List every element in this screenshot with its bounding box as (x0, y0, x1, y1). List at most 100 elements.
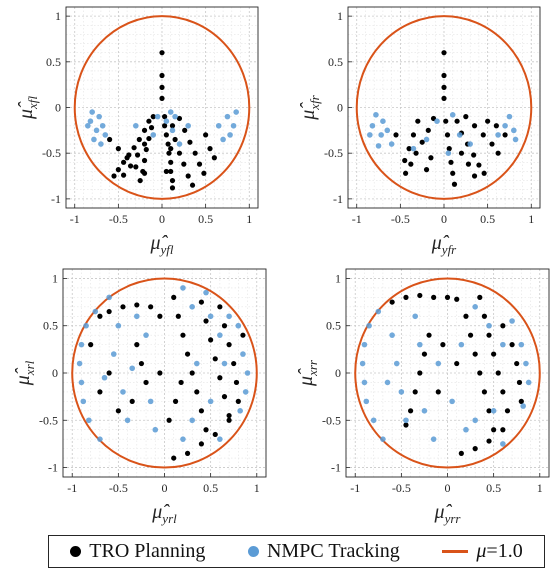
tro-point (212, 431, 218, 438)
tro-point (159, 72, 165, 79)
tro-point (419, 139, 425, 145)
tro-point (441, 72, 447, 79)
tro-point (172, 136, 178, 143)
nmpc-point (445, 150, 452, 156)
tro-point (203, 132, 209, 138)
tro-point (143, 379, 149, 386)
nmpc-point (393, 360, 400, 367)
y-tick-label: 1 (335, 271, 341, 285)
tro-point (162, 123, 168, 129)
legend-marker-tro (70, 546, 82, 557)
x-tick-label: -1 (352, 212, 362, 226)
nmpc-point (129, 365, 136, 372)
tro-point (172, 398, 179, 404)
nmpc-point (134, 313, 140, 320)
tro-point (428, 155, 434, 161)
tro-point (196, 161, 203, 167)
tro-point (410, 132, 417, 138)
tro-point (106, 370, 112, 376)
nmpc-point (421, 408, 428, 414)
tro-point (471, 152, 477, 158)
tro-point (159, 50, 165, 56)
nmpc-point (154, 113, 161, 120)
tro-point (421, 351, 428, 357)
tro-point (97, 313, 103, 319)
legend-item-circle: μ=1.0 (442, 540, 523, 563)
tro-point (131, 145, 137, 151)
y-tick-label: 0.5 (326, 319, 341, 333)
tro-point (480, 132, 486, 138)
nmpc-point (150, 132, 157, 138)
nmpc-point (244, 370, 251, 376)
nmpc-point (85, 122, 91, 129)
tro-point (165, 141, 171, 147)
nmpc-point (403, 417, 409, 424)
tro-point (217, 375, 223, 381)
tro-point (166, 150, 172, 156)
tro-point (471, 123, 478, 129)
legend-item-tro: TRO Planning (70, 540, 205, 563)
tro-point (235, 398, 241, 404)
nmpc-point (189, 304, 195, 310)
y-tick-label: 1 (55, 9, 61, 23)
nmpc-point (398, 389, 405, 395)
y-tick-label: 0.5 (43, 319, 58, 333)
tro-point (201, 170, 207, 176)
nmpc-point (91, 136, 97, 143)
nmpc-point (490, 408, 497, 414)
nmpc-point (152, 426, 159, 433)
tro-point (211, 155, 217, 161)
nmpc-point (167, 109, 174, 115)
subplot-rear-right: -1 -0.5 0 0.5 1 -1 -0.5 0 0.5 1 μ̂yrr μ̂xrr (295, 268, 550, 526)
x-tick-label: -1 (350, 481, 360, 495)
nmpc-point (220, 136, 226, 143)
nmpc-point (78, 341, 85, 348)
tro-point (481, 170, 487, 176)
nmpc-point (384, 127, 391, 134)
y-tick-label: -1 (331, 461, 341, 475)
legend-label-circle-value: =1.0 (486, 540, 523, 562)
nmpc-point (93, 127, 100, 134)
tro-point (159, 84, 165, 90)
tro-point (509, 342, 515, 348)
nmpc-point (110, 351, 117, 357)
y-tick-label: -1 (48, 461, 58, 475)
nmpc-point (115, 322, 122, 329)
nmpc-point (472, 417, 478, 424)
nmpc-point (242, 389, 249, 395)
tro-point (516, 379, 523, 386)
tro-point (441, 95, 447, 101)
friction-circle (355, 15, 533, 200)
y-tick-label: -0.5 (324, 146, 343, 160)
nmpc-point (221, 360, 228, 367)
nmpc-point (375, 143, 382, 149)
nmpc-point (226, 313, 232, 320)
tro-point (121, 159, 127, 165)
tro-point (180, 332, 186, 338)
x-tick-label: 0.5 (486, 481, 501, 495)
nmpc-point (361, 379, 368, 386)
nmpc-point (86, 417, 92, 424)
nmpc-point (359, 360, 366, 367)
tro-point (415, 118, 421, 124)
nmpc-point (227, 132, 233, 138)
tro-point (477, 370, 483, 376)
tro-point (159, 95, 165, 101)
y-tick-label: -1 (51, 192, 61, 206)
tro-point (500, 427, 506, 433)
tro-point (435, 389, 441, 395)
nmpc-point (217, 332, 223, 338)
x-tick-label: 0.5 (203, 481, 218, 495)
nmpc-point (370, 417, 377, 424)
tro-point (150, 114, 156, 120)
nmpc-point (375, 308, 382, 315)
tro-point (162, 114, 168, 120)
tro-point (403, 170, 409, 176)
nmpc-point (523, 360, 529, 367)
tro-point (141, 127, 148, 133)
tro-point (518, 398, 524, 404)
nmpc-point (389, 332, 395, 338)
tro-point (134, 342, 140, 348)
nmpc-point (518, 341, 525, 348)
nmpc-point (380, 436, 386, 442)
